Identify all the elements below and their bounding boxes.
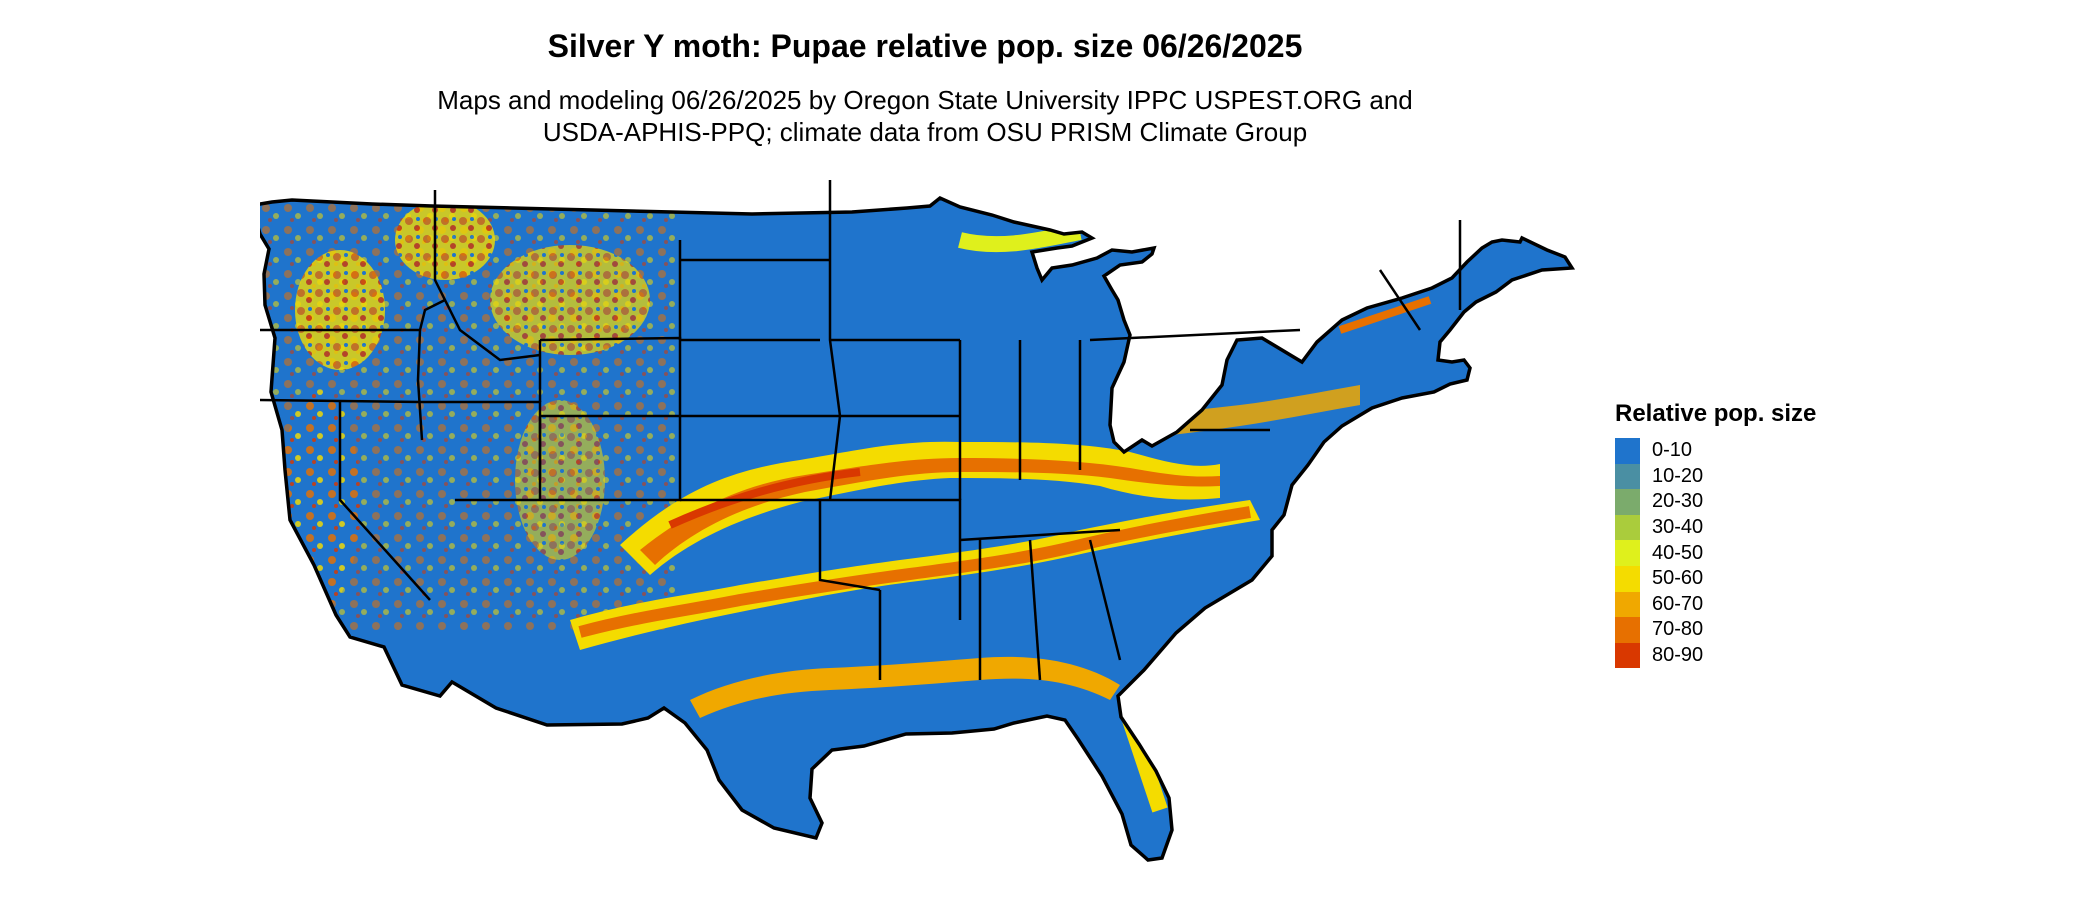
- legend-label: 80-90: [1652, 644, 1704, 667]
- raster-colorado-band: [515, 400, 605, 560]
- raster-idaho-band: [395, 200, 495, 280]
- subtitle-line-1: Maps and modeling 06/26/2025 by Oregon S…: [437, 85, 1413, 115]
- legend-swatch: [1615, 565, 1640, 592]
- legend-label: 0-10: [1652, 439, 1693, 462]
- relative-pop-raster: [260, 198, 1572, 860]
- legend-item: 80-90: [1615, 642, 2075, 669]
- boundary-wa-or: [260, 298, 446, 332]
- legend: Relative pop. size 0-10 10-20 20-30 30-40 40…: [1615, 400, 2075, 669]
- legend-item: 50-60: [1615, 565, 2075, 592]
- legend-title: Relative pop. size: [1615, 400, 1817, 427]
- legend-label: 40-50: [1652, 541, 1704, 564]
- raster-southern-band-70-80: [578, 506, 1251, 638]
- legend-swatch: [1615, 617, 1640, 643]
- legend-item: 60-70: [1615, 591, 2075, 618]
- subtitle-line-2: USDA-APHIS-PPQ; climate data from OSU PR…: [542, 117, 1308, 147]
- map-title: Silver Y moth: Pupae relative pop. size …: [547, 28, 1303, 64]
- raster-gulf-band: [690, 656, 1120, 718]
- boundary-al: [1028, 539, 1042, 681]
- legend-swatch: [1615, 514, 1640, 541]
- us-map-area: [260, 180, 1600, 900]
- legend-item: 20-30: [1615, 489, 2075, 515]
- legend-item: 40-50: [1615, 540, 2075, 566]
- legend-item: 0-10: [1615, 438, 2075, 464]
- boundary-tn-ky: [959, 528, 1121, 542]
- legend-label: 60-70: [1652, 592, 1704, 615]
- boundary-or-ca: [260, 398, 421, 404]
- map-subtitle: Maps and modeling 06/26/2025 by Oregon S…: [0, 84, 1850, 148]
- us-map: [260, 180, 1574, 862]
- boundary-or-id: [416, 329, 424, 441]
- boundary-pa-ny: [1089, 328, 1301, 342]
- state-boundaries: [260, 180, 1462, 681]
- legend-swatch: [1615, 540, 1640, 566]
- legend-label: 50-60: [1652, 567, 1704, 590]
- raster-wyoming-band: [490, 245, 650, 355]
- legend-swatch: [1615, 642, 1640, 669]
- boundary-ar: [820, 498, 962, 620]
- boundary-id-mt: [433, 190, 541, 362]
- legend-label: 30-40: [1652, 516, 1704, 539]
- boundary-ga: [1088, 539, 1122, 661]
- legend-item: 70-80: [1615, 617, 2075, 643]
- legend-item: 10-20: [1615, 463, 2075, 490]
- raster-oregon-band: [295, 250, 385, 370]
- legend-label: 20-30: [1652, 490, 1704, 513]
- legend-swatch: [1615, 489, 1640, 515]
- boundary-nv-ca: [338, 402, 431, 601]
- legend-item: 30-40: [1615, 514, 2075, 541]
- legend-swatch: [1615, 591, 1640, 618]
- legend-label: 70-80: [1652, 618, 1704, 641]
- legend-swatch: [1615, 438, 1640, 464]
- legend-label: 10-20: [1652, 464, 1704, 487]
- boundary-mn-ia-mo: [828, 180, 842, 501]
- legend-items: 0-10 10-20 20-30 30-40 40-50 50-60 60-70 70-80 8…: [1615, 438, 2075, 669]
- raster-new-england-band: [1338, 296, 1432, 334]
- raster-maine-band: [1457, 213, 1554, 239]
- boundary-ok-tx: [818, 500, 881, 592]
- raster-central-band-50-60: [620, 441, 1220, 575]
- legend-swatch: [1615, 463, 1640, 490]
- raster-central-band-80-90: [668, 468, 861, 529]
- boundary-new-england: [1378, 269, 1422, 331]
